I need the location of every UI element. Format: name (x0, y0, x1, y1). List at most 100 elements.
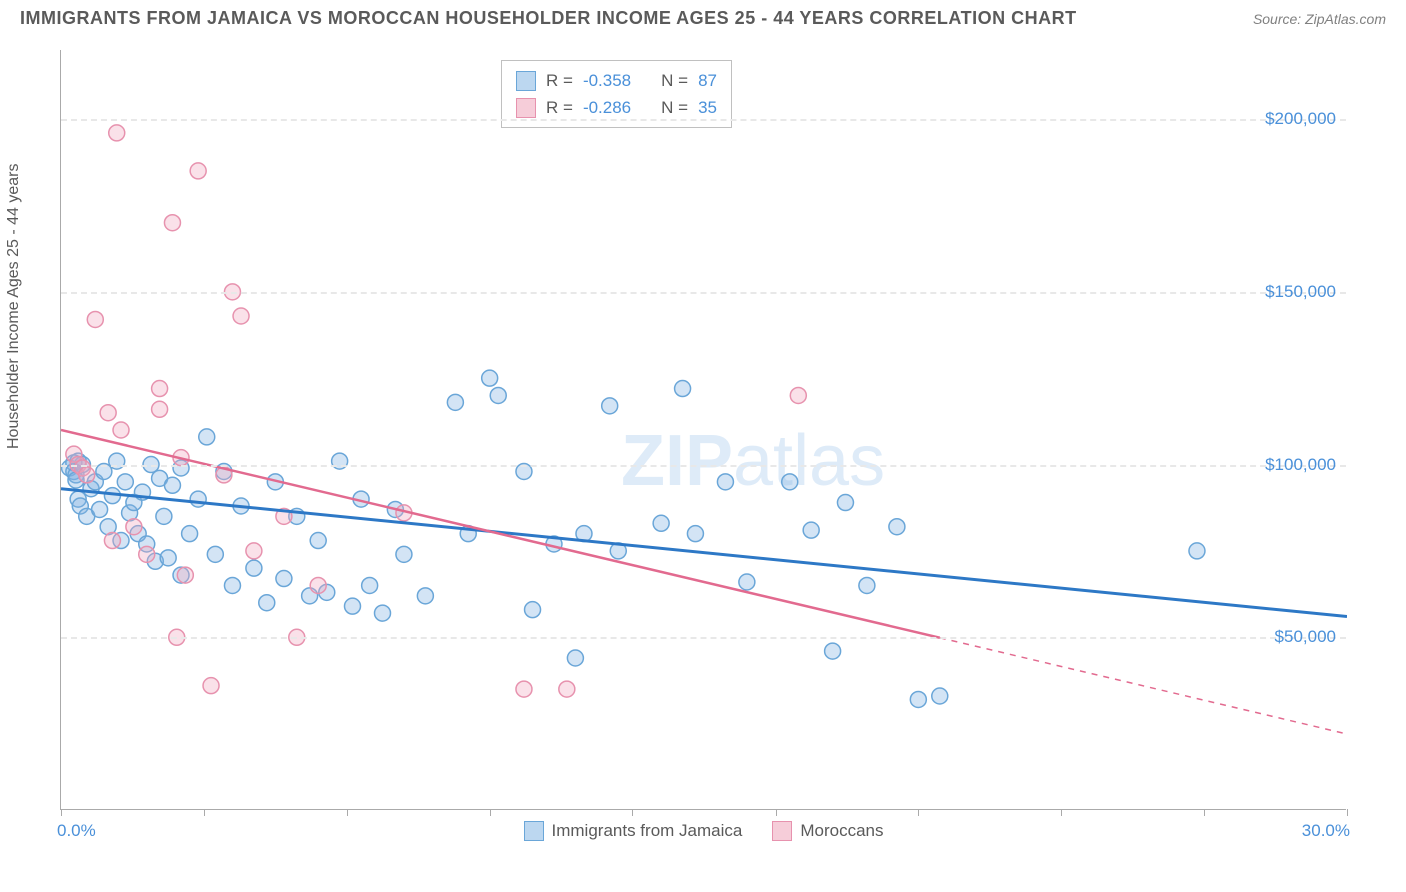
bottom-legend: Immigrants from Jamaica Moroccans (61, 821, 1346, 841)
data-point (160, 550, 176, 566)
y-tick-label: $100,000 (1265, 455, 1336, 475)
n-value-series-2: 35 (698, 94, 717, 121)
data-point (447, 394, 463, 410)
data-point (910, 691, 926, 707)
data-point (203, 678, 219, 694)
data-point (362, 577, 378, 593)
data-point (782, 474, 798, 490)
source-attribution: Source: ZipAtlas.com (1253, 11, 1386, 27)
x-tick (1061, 809, 1062, 816)
x-tick (776, 809, 777, 816)
data-point (687, 526, 703, 542)
gridline (61, 119, 1346, 121)
data-point (259, 595, 275, 611)
data-point (717, 474, 733, 490)
data-point (152, 401, 168, 417)
data-point (87, 311, 103, 327)
data-point (859, 577, 875, 593)
x-tick (632, 809, 633, 816)
data-point (559, 681, 575, 697)
data-point (344, 598, 360, 614)
stats-row-series-2: R = -0.286 N = 35 (516, 94, 717, 121)
data-point (417, 588, 433, 604)
gridline (61, 637, 1346, 639)
data-point (126, 519, 142, 535)
legend-item-series-1: Immigrants from Jamaica (524, 821, 743, 841)
data-point (164, 215, 180, 231)
data-point (246, 543, 262, 559)
x-tick (1204, 809, 1205, 816)
data-point (516, 681, 532, 697)
y-tick-label: $200,000 (1265, 109, 1336, 129)
data-point (139, 546, 155, 562)
data-point (207, 546, 223, 562)
data-point (332, 453, 348, 469)
y-tick-label: $150,000 (1265, 282, 1336, 302)
data-point (199, 429, 215, 445)
data-point (104, 533, 120, 549)
data-point (1189, 543, 1205, 559)
data-point (602, 398, 618, 414)
swatch-series-1 (516, 71, 536, 91)
x-axis-max-label: 30.0% (1302, 821, 1350, 841)
legend-swatch-series-2 (772, 821, 792, 841)
legend-label-series-2: Moroccans (800, 821, 883, 841)
y-tick-label: $50,000 (1275, 627, 1336, 647)
data-point (490, 387, 506, 403)
data-point (190, 491, 206, 507)
data-point (803, 522, 819, 538)
data-point (100, 405, 116, 421)
chart-container: ZIPatlas R = -0.358 N = 87 R = -0.286 N … (60, 50, 1390, 840)
regression-line-extrapolated (940, 638, 1347, 734)
data-point (675, 381, 691, 397)
legend-label-series-1: Immigrants from Jamaica (552, 821, 743, 841)
data-point (396, 546, 412, 562)
data-point (375, 605, 391, 621)
x-tick (204, 809, 205, 816)
x-tick (61, 809, 62, 816)
gridline (61, 292, 1346, 294)
data-point (92, 501, 108, 517)
data-point (177, 567, 193, 583)
data-point (113, 422, 129, 438)
data-point (117, 474, 133, 490)
x-tick (490, 809, 491, 816)
chart-title: IMMIGRANTS FROM JAMAICA VS MOROCCAN HOUS… (20, 8, 1077, 29)
data-point (932, 688, 948, 704)
data-point (482, 370, 498, 386)
data-point (837, 495, 853, 511)
legend-swatch-series-1 (524, 821, 544, 841)
x-tick (1347, 809, 1348, 816)
stats-row-series-1: R = -0.358 N = 87 (516, 67, 717, 94)
data-point (224, 577, 240, 593)
data-point (825, 643, 841, 659)
data-point (525, 602, 541, 618)
gridline (61, 465, 1346, 467)
data-point (109, 125, 125, 141)
r-value-series-1: -0.358 (583, 67, 631, 94)
chart-header: IMMIGRANTS FROM JAMAICA VS MOROCCAN HOUS… (0, 0, 1406, 33)
data-point (739, 574, 755, 590)
data-point (310, 533, 326, 549)
data-point (246, 560, 262, 576)
r-value-series-2: -0.286 (583, 94, 631, 121)
data-point (156, 508, 172, 524)
data-point (233, 308, 249, 324)
plot-area: ZIPatlas R = -0.358 N = 87 R = -0.286 N … (60, 50, 1346, 810)
legend-item-series-2: Moroccans (772, 821, 883, 841)
swatch-series-2 (516, 98, 536, 118)
data-point (567, 650, 583, 666)
data-point (653, 515, 669, 531)
data-point (79, 467, 95, 483)
data-point (182, 526, 198, 542)
n-value-series-1: 87 (698, 67, 717, 94)
data-point (276, 571, 292, 587)
scatter-plot-svg (61, 50, 1347, 810)
data-point (889, 519, 905, 535)
x-axis-min-label: 0.0% (57, 821, 96, 841)
data-point (790, 387, 806, 403)
data-point (152, 381, 168, 397)
data-point (190, 163, 206, 179)
y-axis-label: Householder Income Ages 25 - 44 years (5, 164, 23, 450)
data-point (109, 453, 125, 469)
